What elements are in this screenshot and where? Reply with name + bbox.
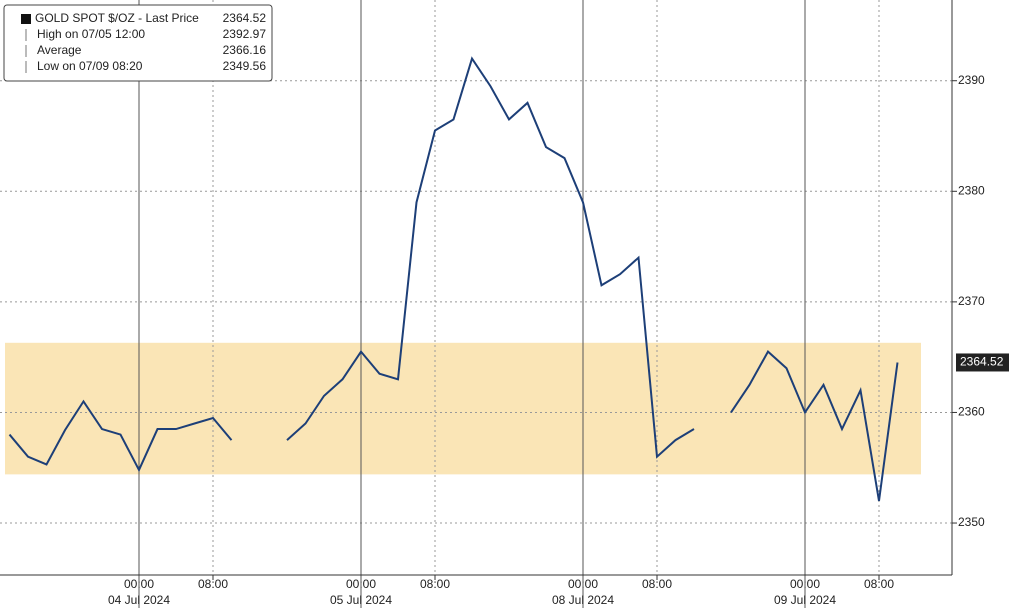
- x-tick-label: 08:00: [642, 577, 672, 591]
- x-date-label: 08 Jul 2024: [552, 593, 614, 607]
- x-date-label: 09 Jul 2024: [774, 593, 836, 607]
- y-tick-label: 2370: [958, 294, 985, 308]
- legend-label: GOLD SPOT $/OZ - Last Price: [35, 11, 199, 25]
- x-date-label: 04 Jul 2024: [108, 593, 170, 607]
- x-tick-label: 08:00: [864, 577, 894, 591]
- last-price-tag: [956, 353, 1009, 372]
- x-tick-label: 08:00: [420, 577, 450, 591]
- legend-label: Low on 07/09 08:20: [37, 59, 143, 73]
- legend-box: [3, 4, 273, 82]
- y-tick-label: 2360: [958, 405, 985, 419]
- legend-value: 2366.16: [223, 43, 267, 57]
- price-line: [8, 56, 899, 502]
- last-price-label: 2364.52: [960, 355, 1004, 369]
- x-tick-label: 08:00: [198, 577, 228, 591]
- highlight-band: [5, 342, 921, 475]
- legend-value: 2392.97: [223, 27, 267, 41]
- x-date-label: 05 Jul 2024: [330, 593, 392, 607]
- legend-value: 2364.52: [223, 11, 267, 25]
- y-tick-label: 2350: [958, 515, 985, 529]
- y-tick-label: 2380: [958, 183, 985, 197]
- legend-label: Average: [37, 43, 82, 57]
- legend-label: High on 07/05 12:00: [37, 27, 145, 41]
- y-tick-label: 2390: [958, 73, 985, 87]
- legend-swatch: [21, 14, 31, 24]
- legend-value: 2349.56: [223, 59, 267, 73]
